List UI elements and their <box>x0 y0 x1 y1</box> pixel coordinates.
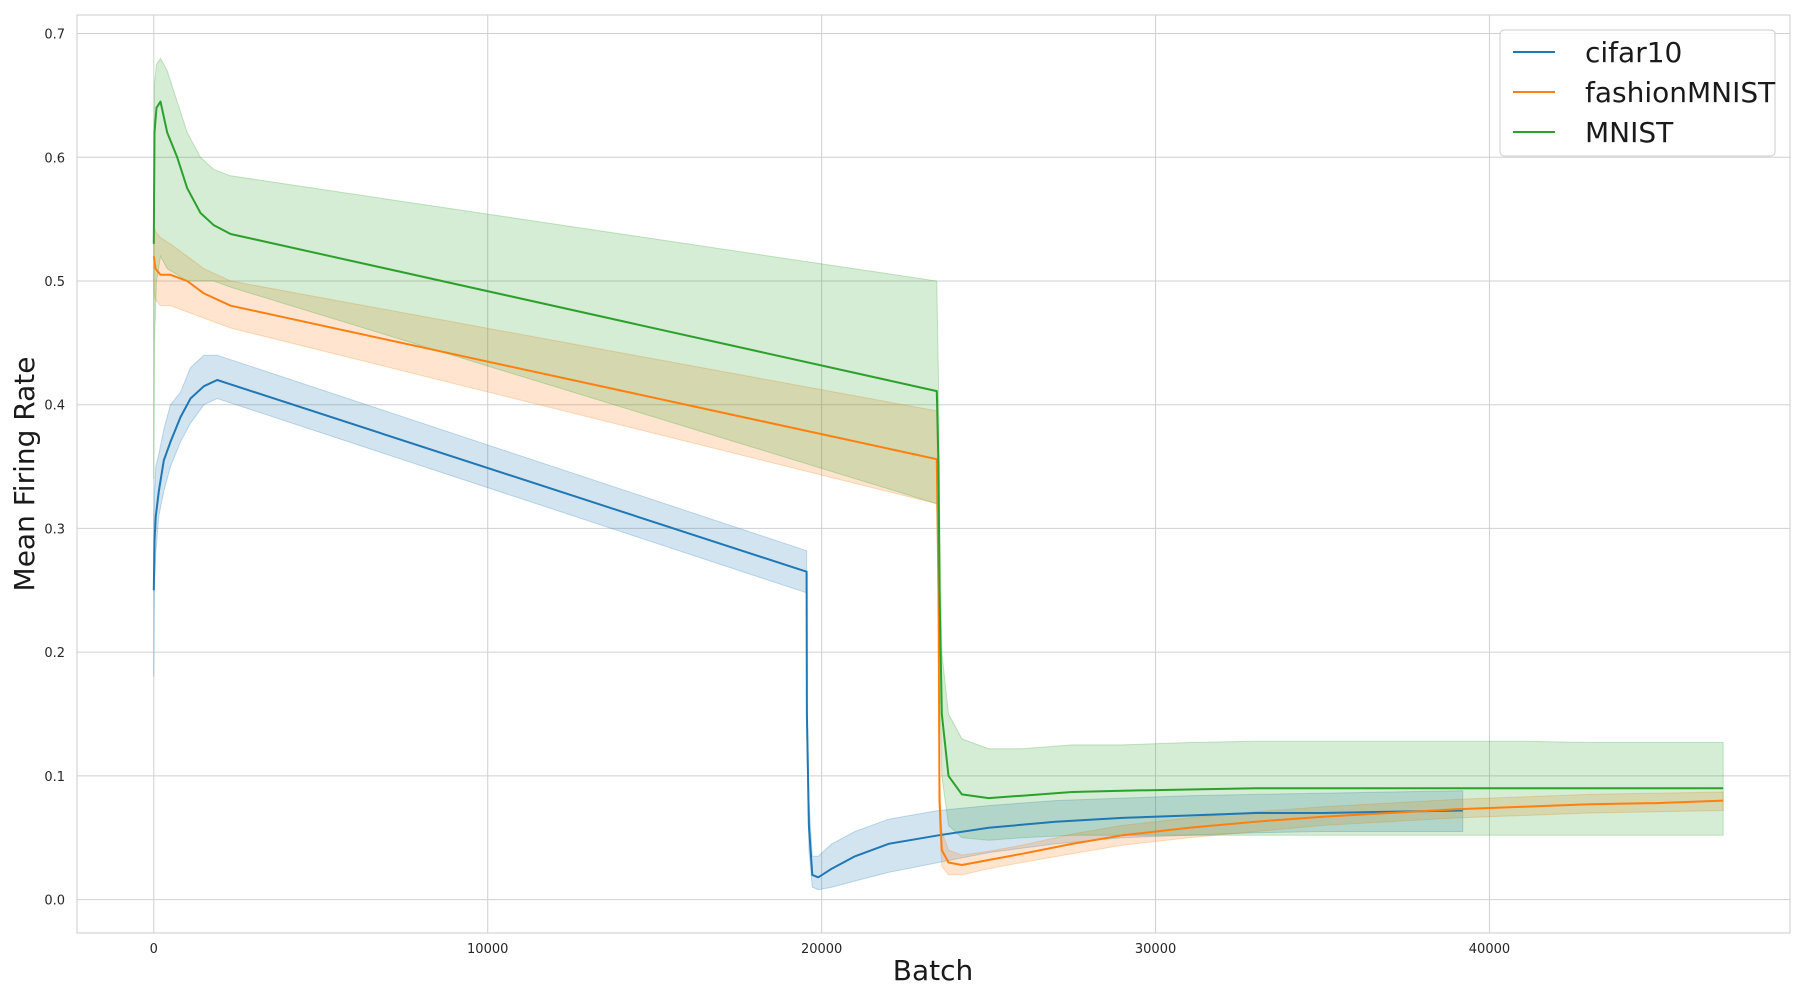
plot-background <box>76 14 1791 934</box>
y-axis-label: Mean Firing Rate <box>8 357 41 592</box>
x-tick-label: 30000 <box>1135 942 1176 957</box>
y-tick-label: 0.1 <box>44 770 65 785</box>
x-tick-label: 10000 <box>467 942 508 957</box>
legend: cifar10 fashionMNIST MNIST <box>1499 29 1776 157</box>
y-tick-label: 0.7 <box>44 28 65 43</box>
x-tick-label: 20000 <box>801 942 842 957</box>
x-tick-label: 0 <box>150 942 158 957</box>
line-fashionMNIST <box>152 256 1724 866</box>
y-tick-label: 0.3 <box>44 522 65 537</box>
grid-lines <box>77 15 1790 933</box>
legend-label-cifar10: cifar10 <box>1585 36 1682 69</box>
x-tick-label: 40000 <box>1469 942 1510 957</box>
x-axis-label: Batch <box>893 954 974 987</box>
line-cifar10 <box>152 379 1463 879</box>
y-tick-label: 0.5 <box>44 275 65 290</box>
legend-label-fashionMNIST: fashionMNIST <box>1585 76 1776 109</box>
x-axis-ticks: 0 10000 20000 30000 40000 <box>150 942 1510 957</box>
legend-box <box>1499 29 1776 157</box>
series-lines <box>152 100 1724 879</box>
legend-label-MNIST: MNIST <box>1585 116 1674 149</box>
line-MNIST <box>152 100 1724 800</box>
y-tick-label: 0.2 <box>44 646 65 661</box>
y-tick-label: 0.0 <box>44 894 65 909</box>
y-tick-label: 0.4 <box>44 399 65 414</box>
y-tick-label: 0.6 <box>44 151 65 166</box>
y-axis-ticks: 0.0 0.1 0.2 0.3 0.4 0.5 0.6 0.7 <box>44 28 65 909</box>
